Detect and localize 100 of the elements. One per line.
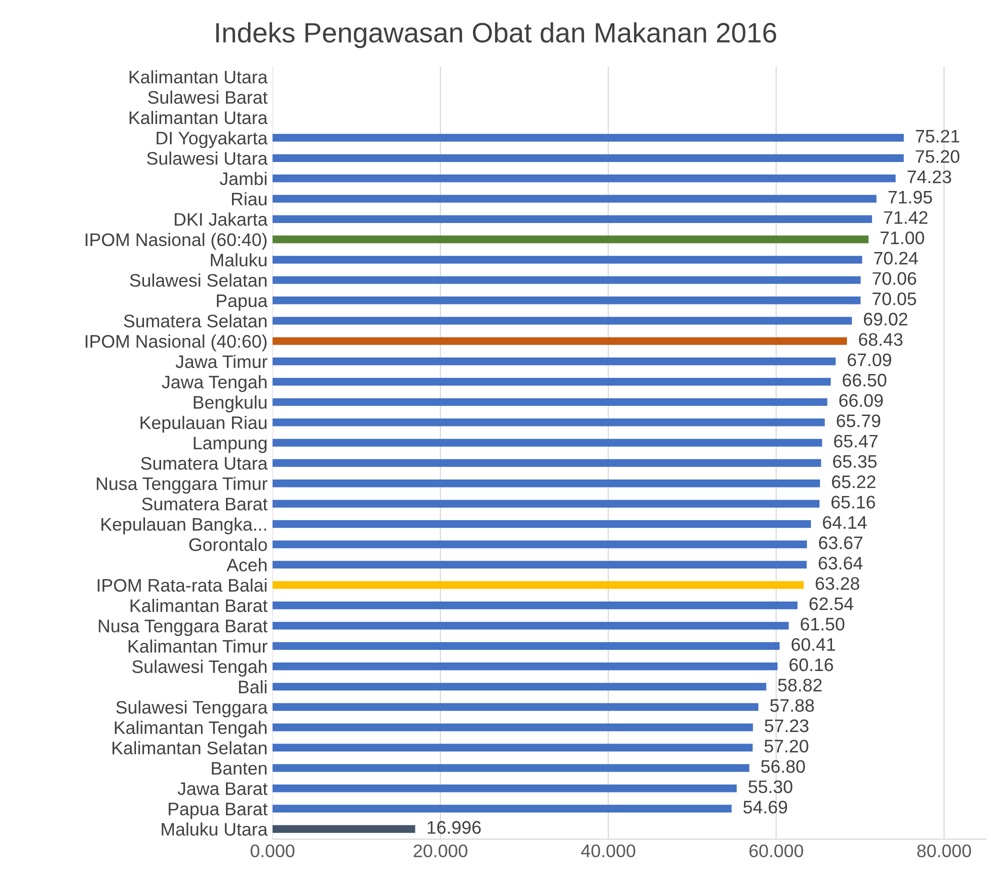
y-tick-label: Jawa Barat [178, 782, 268, 796]
bar [272, 459, 822, 467]
bar [272, 622, 789, 630]
data-label: 67.09 [848, 353, 892, 366]
y-tick-label: Maluku [210, 253, 266, 266]
bar [272, 581, 804, 589]
data-label: 63.67 [819, 536, 862, 550]
data-label: 54.69 [743, 800, 788, 814]
y-tick-label: Riau [232, 192, 266, 206]
y-tick-label: Bali [239, 680, 266, 694]
data-label: 70.24 [874, 252, 918, 265]
x-tick-label: 40.000 [581, 844, 636, 858]
y-tick-label: Bengkulu [194, 396, 266, 412]
data-label: 16.996 [428, 821, 481, 834]
data-label: 74.23 [908, 170, 952, 184]
bar [272, 682, 766, 691]
y-tick-label: Jambi [220, 172, 266, 186]
data-label: 65.35 [833, 455, 877, 468]
bar [272, 418, 825, 426]
y-tick-label: Sulawesi Tenggara [116, 700, 268, 718]
data-label: 70.06 [872, 272, 916, 285]
data-label: 60.41 [792, 638, 836, 651]
data-label: 61.50 [800, 618, 844, 631]
bar [272, 560, 807, 569]
y-tick-label: Kepulauan Riau [140, 416, 266, 433]
y-tick-label: Sumatera Selatan [124, 314, 266, 328]
y-tick-label: Sulawesi Utara [147, 152, 268, 165]
bar [272, 378, 831, 386]
data-label: 57.20 [764, 740, 808, 753]
x-tick-label: 0.000 [250, 844, 294, 858]
data-label: 60.16 [790, 658, 834, 672]
y-tick-label: Sulawesi Tengah [132, 660, 266, 677]
bar [272, 438, 822, 447]
data-label: 71.00 [880, 231, 924, 244]
bar [272, 804, 732, 813]
bar [272, 276, 861, 284]
data-label: 57.88 [770, 699, 814, 712]
data-label: 75.20 [916, 150, 960, 163]
y-tick-label: Kalimantan Utara [130, 110, 268, 124]
bar [272, 134, 904, 142]
y-tick-label: Kalimantan Utara [130, 70, 268, 84]
y-tick-label: Jawa Timur [176, 354, 268, 368]
bar [272, 194, 876, 203]
y-tick-label: Kalimantan Barat [130, 598, 268, 612]
y-tick-label: DKI Jakarta [174, 212, 268, 226]
y-tick-label: Kalimantan Selatan [112, 741, 266, 754]
data-label: 56.80 [761, 760, 805, 773]
data-label: 65.16 [832, 496, 875, 509]
y-tick-label: IPOM Rata-rata Balai [98, 578, 266, 592]
y-tick-label: Nusa Tenggara Barat [98, 620, 268, 636]
bar [272, 398, 828, 406]
chart-title: Indeks Pengawasan Obat dan Makanan 2016 [216, 22, 776, 48]
bar [272, 337, 847, 345]
bar [272, 480, 820, 488]
y-tick-label: Maluku Utara [162, 822, 268, 836]
y-tick-label: Nusa Tenggara Timur [96, 476, 268, 494]
data-label: 70.05 [872, 292, 916, 306]
y-tick-label: DI Yogyakarta [156, 131, 268, 148]
bar [272, 296, 861, 304]
bar [272, 703, 758, 711]
data-label: 66.09 [839, 394, 883, 407]
bar [272, 601, 798, 610]
bar [272, 540, 807, 548]
data-label: 69.02 [864, 312, 908, 326]
data-label: 57.23 [764, 719, 808, 732]
data-label: 64.14 [822, 516, 867, 529]
bar [272, 642, 780, 650]
y-tick-label: Kepulauan Bangka... [102, 517, 266, 534]
x-tick-label: 20.000 [414, 844, 468, 858]
data-label: 71.95 [888, 190, 932, 204]
y-tick-label: Gorontalo [189, 538, 267, 552]
bar [272, 174, 896, 182]
y-tick-label: Kalimantan Tengah [114, 720, 267, 738]
y-tick-label: Lampung [194, 436, 267, 454]
data-label: 68.43 [858, 333, 902, 346]
y-tick-label: Papua [216, 294, 268, 311]
data-label: 66.50 [842, 374, 886, 387]
x-tick-label: 60.000 [749, 844, 804, 858]
data-label: 65.22 [832, 475, 876, 488]
data-label: 63.28 [816, 577, 860, 590]
bar [272, 215, 872, 223]
bar [272, 256, 862, 264]
y-tick-label: Kalimantan Timur [128, 639, 268, 653]
data-label: 65.79 [836, 414, 880, 428]
y-tick-label: Sumatera Barat [142, 498, 268, 510]
y-tick-label: Sulawesi Selatan [130, 274, 266, 287]
y-tick-label: Sumatera Utara [141, 456, 268, 470]
y-tick-label: Papua Barat [168, 802, 268, 819]
bar [272, 784, 737, 792]
data-label: 63.64 [818, 556, 863, 570]
x-tick-label: 80.000 [917, 844, 971, 858]
bar [272, 825, 416, 833]
bar [272, 662, 778, 670]
bar [272, 723, 753, 732]
y-tick-label: IPOM Nasional (40:60) [86, 334, 267, 352]
bar [272, 316, 852, 325]
bar [272, 236, 869, 244]
y-tick-label: Banten [212, 762, 266, 775]
bar [272, 744, 753, 752]
y-tick-label: Sulawesi Barat [148, 90, 268, 104]
